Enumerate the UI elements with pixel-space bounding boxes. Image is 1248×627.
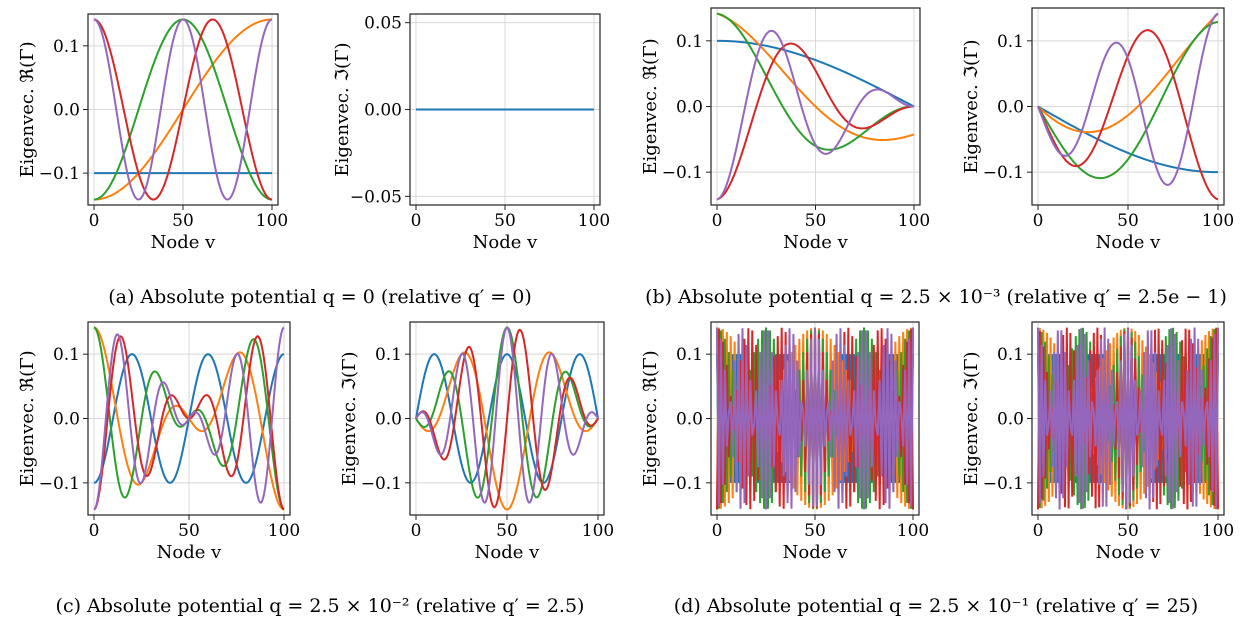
y-tick-label: −0.1 <box>983 474 1024 494</box>
series-line-4 <box>716 42 915 201</box>
series-line-5 <box>93 326 285 511</box>
x-tick-label: 50 <box>804 521 826 541</box>
x-tick-label: 0 <box>1033 521 1044 541</box>
y-tick-label: 0.0 <box>997 98 1024 118</box>
series-line-4 <box>93 18 273 201</box>
y-tick-label: 0.00 <box>364 101 402 121</box>
y-tick-label: 0.1 <box>676 32 703 52</box>
panels-layer: 0 50 100 −0.1 0.0 0.1 Node v Eigenvec. ℜ(Γ) 0 50 1… <box>17 7 1234 563</box>
x-tick-label: 0 <box>411 521 422 541</box>
x-axis-label: Node v <box>151 232 216 253</box>
y-tick-label: 0.0 <box>53 101 80 121</box>
y-axis-label: Eigenvec. ℜ(Γ) <box>17 41 38 177</box>
series-line-5 <box>415 326 599 504</box>
x-tick-label: 100 <box>578 211 610 231</box>
caption-a: (a) Absolute potential q = 0 (relative q… <box>108 286 532 308</box>
x-tick-label: 50 <box>496 521 518 541</box>
x-tick-label: 100 <box>1202 211 1234 231</box>
y-tick-label: 0.0 <box>676 98 703 118</box>
y-tick-label: 0.0 <box>53 410 80 430</box>
y-tick-label: 0.1 <box>375 345 402 365</box>
x-axis-label: Node v <box>157 542 222 563</box>
chart-panel-d-right: 0 50 100 −0.1 0.0 0.1 Node v Eigenvec. ℑ(Γ) <box>961 321 1234 563</box>
chart-panel-a-right: 0 50 100 −0.05 0.00 0.05 Node v Eigenvec. ℑ(Γ) <box>332 13 610 253</box>
series-line-5 <box>716 327 914 510</box>
x-tick-label: 100 <box>898 211 930 231</box>
y-tick-label: −0.1 <box>361 474 402 494</box>
x-tick-label: 0 <box>89 211 100 231</box>
series-line-5 <box>1037 12 1219 186</box>
chart-panel-c-left: 0 50 100 −0.1 0.0 0.1 Node v Eigenvec. ℜ(Γ) <box>17 321 300 563</box>
chart-panel-b-left: 0 50 100 −0.1 0.0 0.1 Node v Eigenvec. ℜ(Γ) <box>640 7 930 253</box>
x-tick-label: 50 <box>1117 211 1139 231</box>
captions-layer: (a) Absolute potential q = 0 (relative q… <box>56 286 1227 617</box>
y-tick-label: −0.05 <box>350 187 402 207</box>
y-tick-label: 0.1 <box>676 345 703 365</box>
y-tick-label: −0.1 <box>983 163 1024 183</box>
chart-panel-c-right: 0 50 100 −0.1 0.0 0.1 Node v Eigenvec. ℑ(Γ) <box>339 321 614 563</box>
x-tick-label: 0 <box>89 521 100 541</box>
y-axis-label: Eigenvec. ℜ(Γ) <box>640 38 661 174</box>
x-axis-label: Node v <box>783 542 848 563</box>
y-tick-label: −0.1 <box>662 474 703 494</box>
x-axis-label: Node v <box>473 232 538 253</box>
y-tick-label: −0.1 <box>39 474 80 494</box>
caption-d: (d) Absolute potential q = 2.5 × 10⁻¹ (r… <box>674 595 1198 617</box>
x-tick-label: 0 <box>411 211 422 231</box>
series-line-1 <box>1037 105 1219 174</box>
x-axis-label: Node v <box>1096 542 1161 563</box>
x-tick-label: 100 <box>1202 521 1234 541</box>
y-axis-label: Eigenvec. ℑ(Γ) <box>332 42 353 176</box>
y-axis-label: Eigenvec. ℑ(Γ) <box>339 351 360 485</box>
x-tick-label: 100 <box>897 521 929 541</box>
series-line-5 <box>93 18 273 201</box>
y-axis-label: Eigenvec. ℑ(Γ) <box>961 351 982 485</box>
series-line-2 <box>415 351 599 511</box>
series-line-4 <box>415 328 599 509</box>
chart-panel-a-left: 0 50 100 −0.1 0.0 0.1 Node v Eigenvec. ℜ(Γ) <box>17 13 288 253</box>
series-line-5 <box>1037 327 1219 510</box>
y-axis-label: Eigenvec. ℑ(Γ) <box>961 39 982 173</box>
y-tick-label: 0.1 <box>997 32 1024 52</box>
series-line-5 <box>716 29 915 201</box>
y-tick-label: 0.1 <box>997 345 1024 365</box>
x-axis-label: Node v <box>1096 232 1161 253</box>
x-tick-label: 0 <box>712 211 723 231</box>
x-tick-label: 50 <box>178 521 200 541</box>
y-tick-label: 0.0 <box>375 410 402 430</box>
y-tick-label: −0.1 <box>662 163 703 183</box>
x-tick-label: 50 <box>172 211 194 231</box>
y-tick-label: 0.1 <box>53 37 80 57</box>
series-line-1 <box>415 353 599 484</box>
x-tick-label: 100 <box>268 521 300 541</box>
y-tick-label: 0.05 <box>364 14 402 34</box>
y-tick-label: 0.0 <box>676 410 703 430</box>
chart-panel-b-right: 0 50 100 −0.1 0.0 0.1 Node v Eigenvec. ℑ(Γ) <box>961 7 1234 253</box>
x-tick-label: 0 <box>1033 211 1044 231</box>
x-tick-label: 50 <box>494 211 516 231</box>
y-axis-label: Eigenvec. ℜ(Γ) <box>640 350 661 486</box>
chart-panel-d-left: 0 50 100 −0.1 0.0 0.1 Node v Eigenvec. ℜ(Γ) <box>640 321 929 563</box>
y-tick-label: −0.1 <box>39 164 80 184</box>
y-tick-label: 0.0 <box>997 410 1024 430</box>
caption-c: (c) Absolute potential q = 2.5 × 10⁻² (r… <box>56 595 585 617</box>
x-tick-label: 50 <box>805 211 827 231</box>
x-tick-label: 100 <box>256 211 288 231</box>
y-axis-label: Eigenvec. ℜ(Γ) <box>17 350 38 486</box>
x-tick-label: 0 <box>712 521 723 541</box>
x-tick-label: 50 <box>1117 521 1139 541</box>
x-axis-label: Node v <box>783 232 848 253</box>
caption-b: (b) Absolute potential q = 2.5 × 10⁻³ (r… <box>645 286 1227 308</box>
series-line-2 <box>716 12 915 142</box>
y-tick-label: 0.1 <box>53 345 80 365</box>
x-axis-label: Node v <box>475 542 540 563</box>
x-tick-label: 100 <box>582 521 614 541</box>
